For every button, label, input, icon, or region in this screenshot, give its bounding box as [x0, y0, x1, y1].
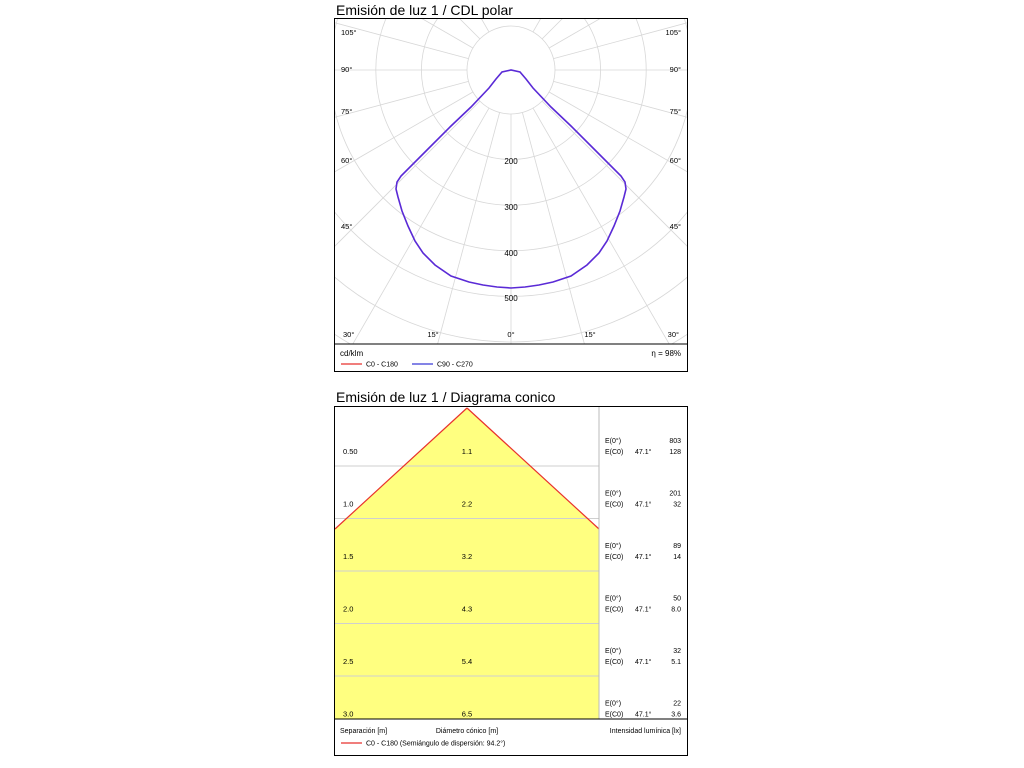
e0-value: 32 [673, 648, 681, 655]
legend-label-c90-c270: C90 - C270 [437, 362, 473, 369]
radial-label-200: 200 [504, 157, 518, 166]
cone-title: Emisión de luz 1 / Diagrama conico [336, 389, 556, 405]
ec0-angle: 47.1° [635, 658, 652, 666]
footer-diameter-label: Diámetro cónico [m] [436, 728, 498, 735]
angle-label-left-60: 60° [341, 156, 352, 165]
cone-rows: 0.50 1.1 E(0°) 803 E(C0) 47.1° 128 1.0 2.2 E(0°) 2… [343, 437, 681, 719]
e0-label: E(0°) [605, 490, 621, 498]
polar-spoke [553, 81, 687, 118]
angle-label-left-105: 105° [341, 28, 357, 37]
angle-label-right-75: 75° [670, 107, 681, 116]
cone-separation-value: 1.5 [343, 552, 353, 561]
cone-diameter-value: 2.2 [462, 500, 472, 509]
cone-edge-left [334, 407, 468, 530]
e0-value: 89 [673, 543, 681, 550]
angle-label-bottom-15-right: 15° [584, 330, 595, 339]
polar-spoke [335, 100, 481, 247]
polar-spoke [352, 107, 490, 344]
radial-label-300: 300 [504, 203, 518, 212]
polar-diagram: 200 300 400 500 105° 90° 75° 60° 45° 30°… [335, 19, 687, 369]
polar-spoke [548, 91, 687, 173]
cone-diameter-value: 6.5 [462, 710, 472, 719]
angle-label-right-60: 60° [670, 156, 681, 165]
ec0-value: 5.1 [671, 659, 681, 666]
polar-efficiency: η = 98% [651, 349, 681, 358]
cone-diagram: 0.50 1.1 E(0°) 803 E(C0) 47.1° 128 1.0 2.2 E(0°) 2… [334, 407, 687, 748]
e0-label: E(0°) [605, 595, 621, 603]
ec0-value: 14 [673, 554, 681, 561]
cone-diameter-value: 5.4 [462, 657, 472, 666]
ec0-angle: 47.1° [635, 448, 652, 456]
polar-spoke [335, 81, 469, 118]
ec0-label: E(C0) [605, 659, 623, 666]
ec0-label: E(C0) [605, 449, 623, 456]
e0-value: 201 [669, 491, 681, 498]
angle-label-bottom-15-left: 15° [427, 330, 438, 339]
cone-diameter-value: 3.2 [462, 552, 472, 561]
legend-label-c0-c180: C0 - C180 [366, 362, 398, 369]
ec0-label: E(C0) [605, 554, 623, 561]
polar-panel: 200 300 400 500 105° 90° 75° 60° 45° 30°… [334, 18, 688, 372]
cone-legend-label: C0 - C180 (Semiángulo de dispersión: 94.… [366, 740, 505, 748]
cone-fill-area [335, 408, 599, 719]
ec0-angle: 47.1° [635, 553, 652, 561]
polar-spoke [553, 22, 687, 59]
polar-title: Emisión de luz 1 / CDL polar [336, 2, 513, 18]
footer-separation-label: Separación [m] [340, 728, 387, 735]
polar-unit-label: cd/klm [340, 349, 363, 358]
e0-label: E(0°) [605, 542, 621, 550]
polar-spoke [437, 112, 500, 344]
e0-value: 803 [669, 438, 681, 445]
cone-diameter-value: 1.1 [462, 447, 472, 456]
polar-curve-c90-c270 [395, 69, 627, 289]
footer-illuminance-label: Intensidad lumínica [lx] [610, 728, 681, 735]
e0-value: 50 [673, 596, 681, 603]
cone-separation-value: 2.0 [343, 605, 353, 614]
e0-value: 22 [673, 701, 681, 708]
polar-spoke [541, 100, 687, 247]
polar-spoke [532, 107, 670, 344]
ec0-value: 3.6 [671, 712, 681, 719]
radial-label-500: 500 [504, 294, 518, 303]
cone-separation-value: 0.50 [343, 447, 358, 456]
ec0-value: 8.0 [671, 607, 681, 614]
e0-label: E(0°) [605, 700, 621, 708]
cone-panel: 0.50 1.1 E(0°) 803 E(C0) 47.1° 128 1.0 2.2 E(0°) 2… [334, 406, 688, 756]
ec0-label: E(C0) [605, 607, 623, 614]
angle-label-right-105: 105° [665, 28, 681, 37]
angle-label-right-30: 30° [668, 330, 679, 339]
angle-label-left-45: 45° [341, 222, 352, 231]
ec0-angle: 47.1° [635, 711, 652, 719]
ec0-angle: 47.1° [635, 606, 652, 614]
e0-label: E(0°) [605, 647, 621, 655]
cone-diameter-value: 4.3 [462, 605, 472, 614]
ec0-value: 32 [673, 502, 681, 509]
angle-label-bottom-0: 0° [507, 330, 514, 339]
polar-spoke [335, 91, 474, 173]
ec0-value: 128 [669, 449, 681, 456]
polar-grid [335, 19, 687, 344]
ec0-angle: 47.1° [635, 501, 652, 509]
ec0-label: E(C0) [605, 712, 623, 719]
cone-row-lines [335, 465, 599, 677]
polar-spoke [522, 112, 585, 344]
angle-label-left-90: 90° [341, 65, 352, 74]
polar-spoke [335, 22, 469, 59]
cone-separation-value: 1.0 [343, 500, 353, 509]
cone-separation-value: 2.5 [343, 657, 353, 666]
angle-label-right-45: 45° [670, 222, 681, 231]
angle-label-left-75: 75° [341, 107, 352, 116]
angle-label-right-90: 90° [670, 65, 681, 74]
ec0-label: E(C0) [605, 502, 623, 509]
cone-separation-value: 3.0 [343, 710, 353, 719]
cone-edge-right [466, 407, 600, 530]
angle-label-left-30: 30° [343, 330, 354, 339]
e0-label: E(0°) [605, 437, 621, 445]
radial-label-400: 400 [504, 249, 518, 258]
